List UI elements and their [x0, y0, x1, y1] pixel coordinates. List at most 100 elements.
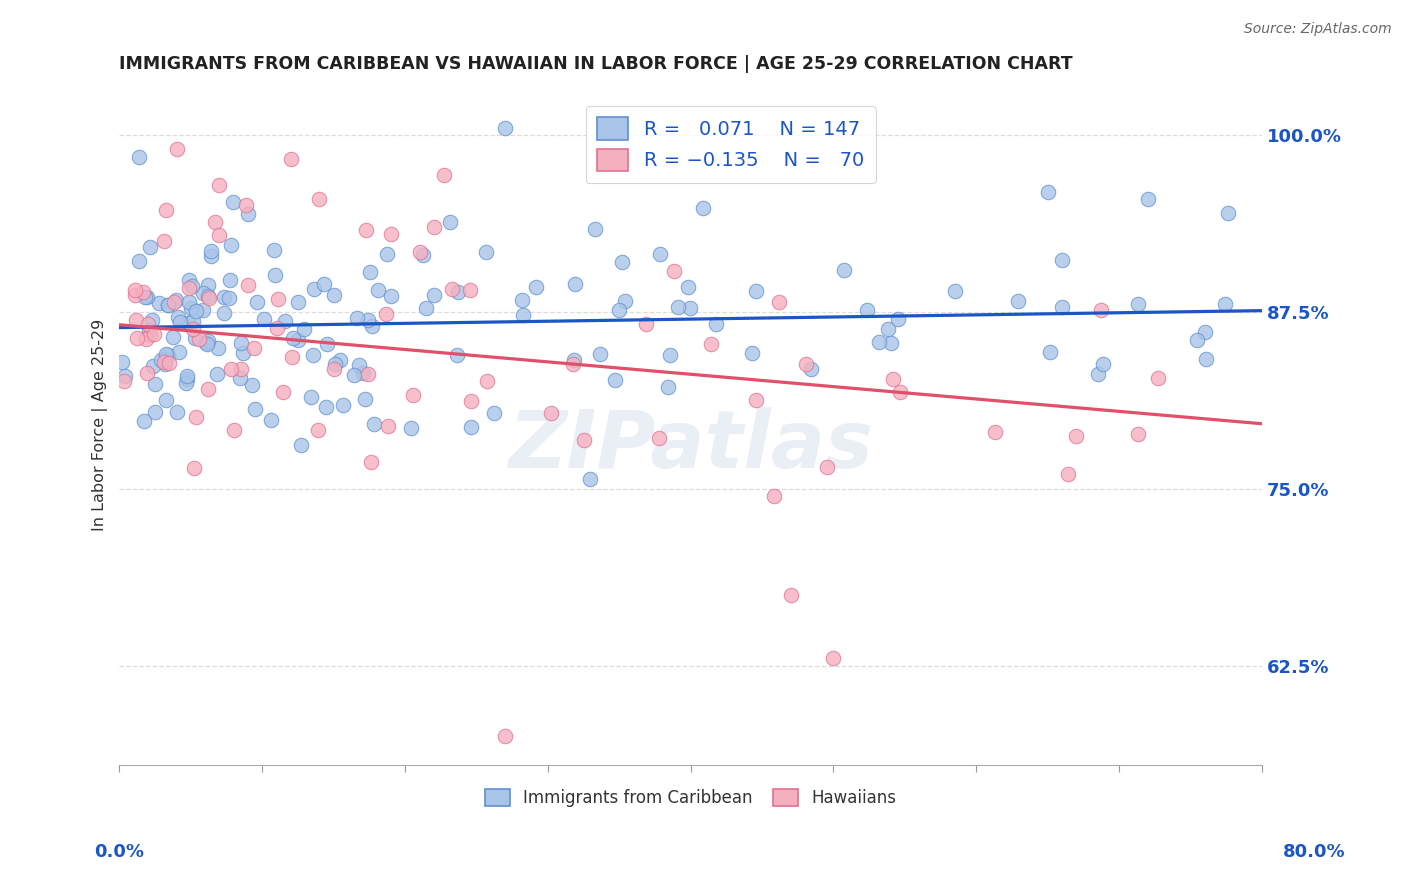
Point	[332, 398, 354, 412]
Point	[267, 292, 290, 306]
Point	[447, 285, 470, 299]
Point	[375, 307, 398, 321]
Point	[357, 367, 380, 381]
Point	[197, 334, 219, 348]
Point	[307, 423, 329, 437]
Point	[197, 278, 219, 293]
Point	[195, 337, 218, 351]
Point	[1064, 428, 1087, 442]
Point	[823, 651, 845, 665]
Point	[177, 273, 200, 287]
Point	[494, 729, 516, 743]
Point	[111, 355, 134, 369]
Point	[141, 313, 163, 327]
Point	[281, 331, 304, 345]
Point	[692, 201, 714, 215]
Point	[271, 385, 294, 400]
Point	[180, 279, 202, 293]
Point	[1147, 371, 1170, 385]
Point	[678, 279, 700, 293]
Point	[648, 247, 671, 261]
Point	[562, 352, 585, 367]
Point	[657, 380, 679, 394]
Point	[165, 293, 187, 308]
Point	[484, 406, 506, 420]
Point	[658, 347, 681, 361]
Point	[138, 323, 160, 337]
Point	[197, 288, 219, 302]
Point	[561, 357, 583, 371]
Point	[184, 331, 207, 345]
Point	[578, 472, 600, 486]
Point	[1090, 303, 1112, 318]
Point	[868, 334, 890, 349]
Point	[139, 240, 162, 254]
Y-axis label: In Labor Force | Age 25-29: In Labor Force | Age 25-29	[93, 319, 108, 532]
Point	[184, 410, 207, 425]
Text: 0.0%: 0.0%	[94, 843, 145, 861]
Point	[354, 392, 377, 406]
Point	[700, 337, 723, 351]
Point	[136, 317, 159, 331]
Point	[409, 244, 432, 259]
Point	[375, 247, 398, 261]
Point	[125, 313, 148, 327]
Point	[380, 289, 402, 303]
Point	[142, 359, 165, 373]
Point	[460, 394, 482, 409]
Point	[156, 298, 179, 312]
Point	[352, 366, 374, 380]
Point	[153, 354, 176, 368]
Point	[155, 352, 177, 367]
Point	[290, 437, 312, 451]
Point	[166, 404, 188, 418]
Point	[741, 346, 763, 360]
Point	[446, 348, 468, 362]
Point	[156, 348, 179, 362]
Point	[135, 332, 157, 346]
Point	[188, 332, 211, 346]
Point	[312, 277, 335, 292]
Point	[1087, 368, 1109, 382]
Point	[169, 315, 191, 329]
Point	[477, 374, 499, 388]
Point	[219, 273, 242, 287]
Point	[882, 372, 904, 386]
Point	[346, 311, 368, 326]
Point	[222, 423, 245, 437]
Point	[614, 293, 637, 308]
Point	[179, 281, 201, 295]
Text: 80.0%: 80.0%	[1284, 843, 1346, 861]
Point	[212, 290, 235, 304]
Point	[363, 417, 385, 432]
Point	[943, 285, 966, 299]
Point	[679, 301, 702, 315]
Point	[287, 294, 309, 309]
Point	[1039, 345, 1062, 359]
Point	[124, 288, 146, 302]
Text: ZIPatlas: ZIPatlas	[508, 407, 873, 484]
Point	[163, 295, 186, 310]
Point	[666, 300, 689, 314]
Point	[887, 311, 910, 326]
Point	[207, 341, 229, 355]
Point	[367, 283, 389, 297]
Point	[610, 254, 633, 268]
Point	[135, 290, 157, 304]
Point	[157, 356, 180, 370]
Point	[204, 214, 226, 228]
Point	[603, 373, 626, 387]
Point	[356, 312, 378, 326]
Point	[132, 414, 155, 428]
Point	[208, 227, 231, 242]
Point	[124, 283, 146, 297]
Point	[1091, 357, 1114, 371]
Point	[815, 459, 838, 474]
Point	[889, 385, 911, 400]
Point	[155, 357, 177, 371]
Point	[260, 413, 283, 427]
Point	[1007, 293, 1029, 308]
Point	[266, 321, 288, 335]
Point	[186, 304, 208, 318]
Point	[856, 302, 879, 317]
